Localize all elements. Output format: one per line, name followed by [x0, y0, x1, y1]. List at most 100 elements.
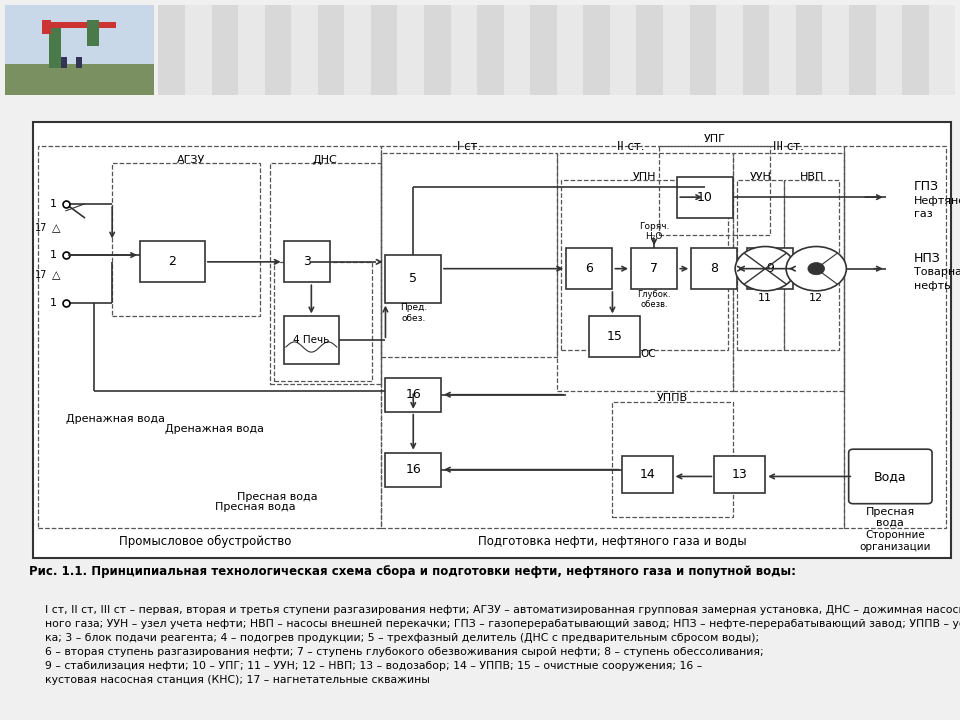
- Bar: [612, 402, 732, 517]
- Bar: [185, 5, 211, 95]
- Text: НВП: НВП: [800, 171, 824, 181]
- Bar: [76, 58, 83, 68]
- Text: I ст.: I ст.: [457, 140, 481, 153]
- Bar: [691, 248, 737, 289]
- Bar: [737, 180, 783, 351]
- Text: нефть: нефть: [914, 281, 950, 291]
- Text: Дренажная вода: Дренажная вода: [66, 413, 165, 423]
- Bar: [238, 5, 265, 95]
- Bar: [5, 5, 154, 63]
- Bar: [747, 248, 793, 289]
- Bar: [796, 5, 823, 95]
- Text: II ст.: II ст.: [617, 140, 645, 153]
- Bar: [477, 5, 504, 95]
- Circle shape: [786, 246, 847, 291]
- Bar: [557, 153, 732, 391]
- Text: 1: 1: [50, 298, 57, 307]
- Bar: [371, 5, 397, 95]
- Bar: [769, 5, 796, 95]
- Text: 4 Печь: 4 Печь: [293, 336, 329, 345]
- Text: Дренажная вода: Дренажная вода: [164, 424, 264, 433]
- Bar: [849, 5, 876, 95]
- Text: 5: 5: [409, 272, 418, 285]
- Text: 13: 13: [732, 468, 748, 481]
- Text: ДНС: ДНС: [313, 155, 338, 165]
- Text: Пресная
вода: Пресная вода: [866, 507, 915, 528]
- Bar: [566, 248, 612, 289]
- Text: Вода: Вода: [874, 470, 906, 483]
- Text: III ст.: III ст.: [773, 140, 804, 153]
- Bar: [557, 5, 584, 95]
- Bar: [270, 163, 381, 384]
- Text: УПГ: УПГ: [704, 134, 725, 144]
- FancyBboxPatch shape: [849, 449, 932, 504]
- Text: 10: 10: [697, 191, 713, 204]
- Bar: [424, 5, 450, 95]
- Bar: [158, 5, 185, 95]
- Text: Рис. 1.1. Принципиальная технологическая схема сбора и подготовки нефти, нефтяно: Рис. 1.1. Принципиальная технологическая…: [29, 564, 796, 577]
- Text: Подготовка нефти, нефтяного газа и воды: Подготовка нефти, нефтяного газа и воды: [478, 535, 747, 548]
- Text: газ: газ: [914, 210, 932, 219]
- Bar: [584, 5, 610, 95]
- Bar: [678, 176, 732, 217]
- Bar: [530, 5, 557, 95]
- Bar: [49, 23, 61, 68]
- Text: УППВ: УППВ: [657, 393, 688, 403]
- Bar: [38, 146, 381, 528]
- Bar: [345, 5, 371, 95]
- Text: НПЗ: НПЗ: [914, 252, 940, 265]
- Text: УПН: УПН: [633, 171, 657, 181]
- Text: 2: 2: [168, 256, 177, 269]
- Text: 3: 3: [302, 256, 311, 269]
- Text: Пресная вода: Пресная вода: [215, 502, 296, 512]
- Bar: [42, 20, 51, 34]
- Text: 17: 17: [35, 222, 47, 233]
- Text: 11: 11: [758, 292, 772, 302]
- Bar: [318, 5, 345, 95]
- Bar: [381, 146, 844, 528]
- Bar: [663, 5, 689, 95]
- Bar: [732, 153, 844, 391]
- Bar: [714, 456, 765, 493]
- Bar: [283, 316, 339, 364]
- Bar: [823, 5, 849, 95]
- Text: ОС: ОС: [640, 348, 656, 359]
- Bar: [562, 180, 729, 351]
- Bar: [450, 5, 477, 95]
- Text: Пресная вода: Пресная вода: [237, 492, 318, 502]
- Text: △: △: [52, 222, 60, 233]
- Text: 12: 12: [809, 292, 824, 302]
- Bar: [140, 241, 204, 282]
- Bar: [386, 378, 441, 412]
- Text: УУН: УУН: [750, 171, 772, 181]
- Bar: [876, 5, 902, 95]
- Bar: [61, 58, 67, 68]
- Bar: [689, 5, 716, 95]
- Bar: [844, 146, 946, 528]
- Bar: [622, 456, 673, 493]
- Bar: [716, 5, 743, 95]
- Bar: [211, 5, 238, 95]
- Text: 15: 15: [607, 330, 623, 343]
- Bar: [42, 22, 116, 27]
- Text: Сторонние
организации: Сторонние организации: [859, 531, 931, 552]
- Bar: [589, 316, 640, 357]
- Bar: [783, 180, 839, 351]
- Bar: [928, 5, 955, 95]
- Text: 8: 8: [710, 262, 718, 275]
- Text: 7: 7: [650, 262, 659, 275]
- Bar: [275, 262, 372, 381]
- Text: ГПЗ: ГПЗ: [914, 181, 939, 194]
- Text: 9: 9: [766, 262, 774, 275]
- Bar: [291, 5, 318, 95]
- Bar: [397, 5, 424, 95]
- Text: Горяч.
H₂O: Горяч. H₂O: [639, 222, 669, 241]
- Bar: [631, 248, 678, 289]
- Bar: [265, 5, 291, 95]
- Bar: [610, 5, 636, 95]
- Bar: [283, 241, 330, 282]
- Text: I ст, II ст, III ст – первая, вторая и третья ступени разгазирования нефти; АГЗУ: I ст, II ст, III ст – первая, вторая и т…: [45, 605, 960, 685]
- Bar: [5, 63, 154, 95]
- Bar: [86, 20, 99, 45]
- Bar: [902, 5, 928, 95]
